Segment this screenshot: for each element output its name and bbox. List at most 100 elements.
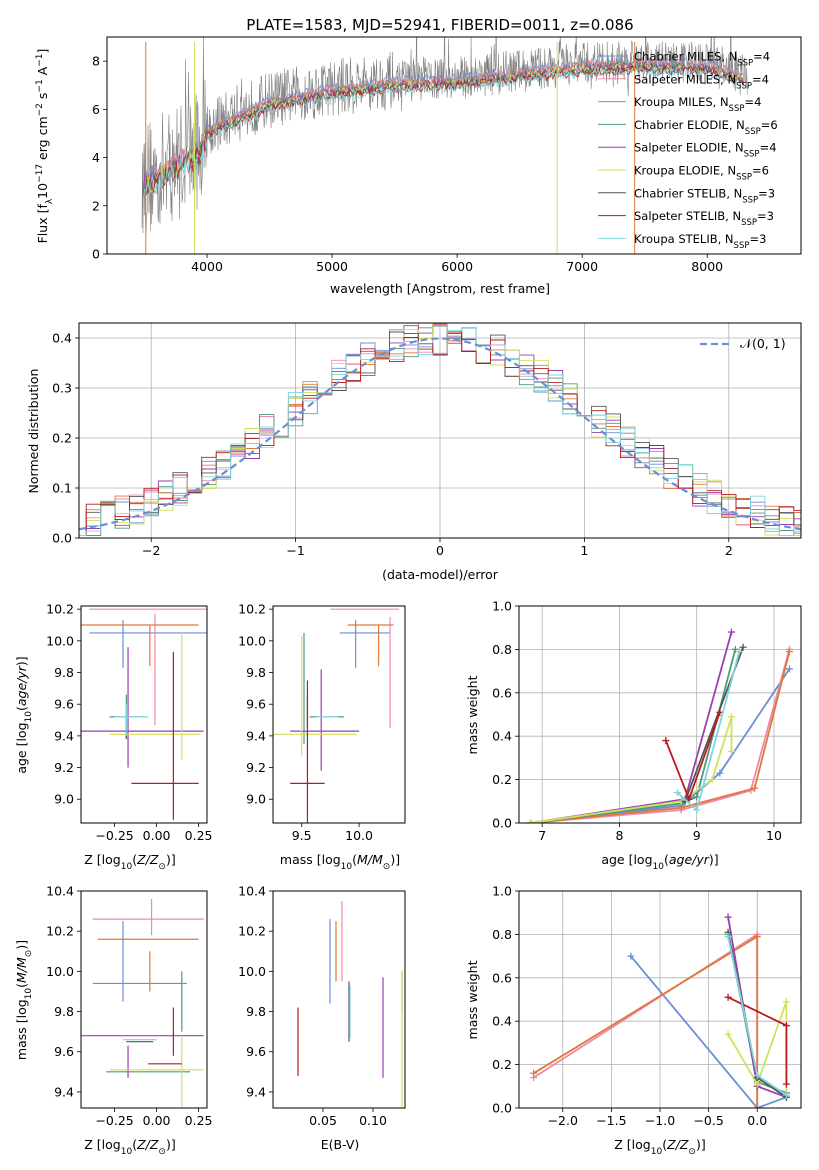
legend-text: Salpeter MILES, N (634, 72, 736, 86)
panel-age-vs-Z: −0.25 0.00 0.25 9.0 9.2 9.4 9.6 9.8 10.0 10.2 Z [l… (14, 602, 213, 872)
plot-area (527, 628, 793, 823)
x-tick-label: 0.25 (185, 1113, 213, 1128)
y-tick-label: 9.0 (54, 792, 74, 807)
y-tick-label: 9.0 (246, 792, 266, 807)
panel-age-vs-mass: 9.5 10.0 9.0 9.2 9.4 9.6 9.8 10.0 10.2 mass [log1… (238, 602, 406, 872)
x-axis-label-part: Z [log (84, 1137, 120, 1152)
y-axis-label-part: M/M (14, 957, 29, 983)
y-axis-label: mass [log10(M/M⊙)] (14, 940, 34, 1060)
mass-weight-marker (753, 1104, 761, 1108)
plot-area (81, 899, 204, 1108)
mass-weight-marker (785, 648, 793, 656)
x-tick-label: 5000 (316, 259, 348, 274)
x-axis-label-part: mass [log (280, 852, 341, 867)
x-tick-label: 7 (538, 828, 546, 843)
legend-text: Chabrier ELODIE, N (634, 118, 745, 132)
legend-label: Kroupa STELIB, NSSP=3 (634, 232, 766, 251)
legend-tail: =3 (749, 232, 766, 246)
axes-frame (272, 890, 406, 1109)
x-axis-label: Z [log10(Z/Z⊙)] (614, 1137, 705, 1157)
legend-label: Salpeter STELIB, NSSP=3 (634, 209, 774, 228)
mass-weight-line (533, 934, 759, 1108)
legend-tail: =4 (752, 72, 769, 86)
y-tick-label: 10.4 (46, 884, 74, 899)
y-axis-label-part: λ (45, 198, 55, 204)
x-axis-label-part: ( (662, 1137, 667, 1152)
y-axis-label-part: 10 (24, 711, 34, 723)
legend-tail: =4 (760, 141, 777, 155)
x-axis-label-part: M/M (357, 852, 383, 867)
y-tick-label: 8 (92, 54, 100, 69)
model-spectrum (142, 66, 744, 200)
plot-area (141, 37, 748, 254)
y-tick-label: 1.0 (492, 599, 512, 614)
x-tick-label: −1 (286, 543, 304, 558)
y-axis-label-part: s (35, 93, 50, 104)
plots-container: 4000 5000 6000 7000 8000 0 2 4 6 8 wavelength [Ang… (14, 36, 802, 1158)
x-axis-label: (data-model)/error (382, 567, 499, 582)
panel-mass-vs-EBV: 0.05 0.10 9.4 9.6 9.8 10.0 10.2 10.4 E(B-V) (238, 884, 406, 1152)
y-tick-label: 0.2 (492, 772, 512, 787)
y-tick-label: 10.2 (238, 924, 266, 939)
plot-area (273, 608, 400, 823)
y-axis-label-part: 10 (24, 988, 34, 1000)
legend-tail: =4 (753, 50, 770, 64)
mass-weight-marker (693, 806, 701, 814)
legend-tail: =3 (757, 209, 774, 223)
legend-label: Chabrier ELODIE, NSSP=6 (634, 118, 778, 137)
panel-mass-vs-Z: −0.25 0.00 0.25 9.4 9.6 9.8 10.0 10.2 10.4 Z [log… (14, 884, 213, 1158)
plot-area (81, 608, 207, 820)
x-tick-label: −2.0 (548, 1113, 578, 1128)
legend-label: Kroupa MILES, NSSP=4 (634, 95, 761, 114)
legend-sub: SSP (741, 218, 757, 228)
legend-text: Salpeter ELODIE, N (634, 141, 744, 155)
figure-title: PLATE=1583, MJD=52941, FIBERID=0011, z=0… (246, 16, 633, 34)
residual-histogram (79, 327, 801, 536)
x-tick-label: 0.0 (747, 1113, 767, 1128)
y-axis-label-part: age [log (14, 722, 29, 773)
y-axis-label-part: −1 (35, 54, 45, 67)
plot-area (79, 323, 801, 536)
mass-weight-marker (782, 1022, 790, 1030)
x-tick-label: −0.25 (95, 828, 133, 843)
panel-residuals: −2 −1 0 1 2 0.0 0.1 0.2 0.3 0.4 𝒩(0, 1) (data-model… (26, 322, 802, 582)
y-tick-label: 0.8 (492, 927, 512, 942)
y-axis-label-part: mass [log (14, 999, 29, 1060)
mass-weight-marker (716, 769, 724, 777)
mass-weight-marker (724, 913, 732, 921)
y-tick-label: 0.4 (492, 1014, 512, 1029)
x-axis-label-part: )] (166, 852, 176, 867)
x-axis-label: Z [log10(Z/Z⊙)] (84, 852, 175, 872)
y-axis-label: Flux [fλ10−17 erg cm−2 s−1 A−1] (35, 49, 55, 244)
x-tick-label: 9.5 (292, 828, 312, 843)
y-tick-label: 0.0 (52, 531, 72, 546)
x-tick-label: 10.0 (345, 828, 373, 843)
y-axis-label: age [log10(age/yr)] (14, 656, 34, 773)
axes-frame (272, 605, 406, 824)
y-tick-label: 9.6 (54, 697, 74, 712)
y-tick-label: 0.2 (52, 431, 72, 446)
y-tick-label: 0.6 (492, 685, 512, 700)
x-axis-label-part: )] (696, 1137, 706, 1152)
legend-sub: SSP (742, 195, 758, 205)
mass-weight-marker (530, 1069, 538, 1077)
x-tick-label: 8 (615, 828, 623, 843)
x-tick-label: 7000 (566, 259, 598, 274)
x-tick-label: 0.10 (359, 1113, 387, 1128)
plot-area (530, 913, 790, 1108)
axes-frame (78, 322, 802, 539)
y-axis-label-part: ( (14, 706, 29, 711)
x-axis-label: age [log10(age/yr)] (601, 852, 718, 872)
x-axis-label-part: Z/Z (136, 1137, 159, 1152)
y-tick-label: 0.6 (492, 970, 512, 985)
mass-weight-marker (753, 1080, 761, 1088)
mass-weight-marker (727, 628, 735, 636)
y-tick-label: 0.0 (492, 816, 512, 831)
plot-area (297, 901, 403, 1108)
normal-curve (79, 337, 801, 531)
mass-weight-marker (739, 643, 747, 651)
legend-label: Salpeter MILES, NSSP=4 (634, 72, 769, 91)
x-tick-label: 0.05 (309, 1113, 337, 1128)
x-tick-label: 9 (693, 828, 701, 843)
y-axis-label-part: ] (35, 49, 50, 54)
